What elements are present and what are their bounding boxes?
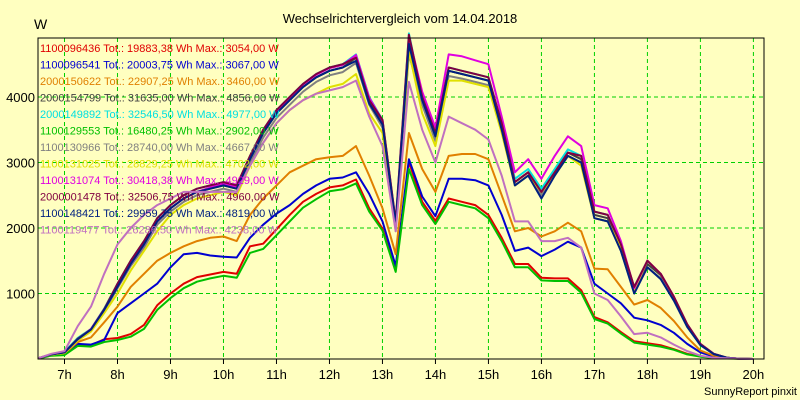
x-tick-label: 12h [319, 367, 341, 382]
x-tick-label: 7h [57, 367, 71, 382]
axis-ticks: 7h 8h 9h 10h 11h 12h 13h 14h 15h 16h 17h 18h 19h 20h 1… [6, 37, 765, 382]
legend-entry: 1100131074 Tot.: 30418,38 Wh Max.: 4929,… [40, 175, 279, 187]
legend-entry: 1100119477 Tot.: 26286,50 Wh Max.: 4238,… [40, 225, 279, 237]
x-tick-label: 8h [110, 367, 124, 382]
legend-entry: 2000150622 Tot.: 22907,25 Wh Max.: 3460,… [40, 76, 280, 88]
x-tick-label: 11h [266, 367, 287, 382]
x-tick-label: 13h [372, 367, 394, 382]
x-tick-label: 15h [478, 367, 500, 382]
x-tick-label: 16h [531, 367, 553, 382]
legend-entry: 1100130966 Tot.: 28740,00 Wh Max.: 4667,… [40, 142, 279, 154]
legend-entry: 1100131025 Tot.: 28829,25 Wh Max.: 4702,… [40, 159, 279, 171]
series-line [37, 132, 754, 360]
legend-entry: 2000154799 Tot.: 31635,00 Wh Max.: 4856,… [40, 93, 280, 105]
legend-entry: 2000149892 Tot.: 32546,50 Wh Max.: 4977,… [40, 109, 280, 121]
legend-entry: 1100096541 Tot.: 20003,75 Wh Max.: 3067,… [40, 60, 279, 72]
legend: 1100096436 Tot.: 19883,38 Wh Max.: 3054,… [40, 43, 280, 237]
x-tick-label: 10h [213, 367, 235, 382]
x-tick-label: 14h [425, 367, 447, 382]
legend-entry: 1100129553 Tot.: 16480,25 Wh Max.: 2902,… [40, 126, 279, 138]
legend-entry: 1100096436 Tot.: 19883,38 Wh Max.: 3054,… [40, 43, 279, 55]
y-axis-label: W [34, 16, 48, 32]
series-group [37, 32, 754, 360]
credit-text: SunnyReport pinxit [704, 386, 797, 398]
x-tick-label: 9h [163, 367, 177, 382]
series-line [37, 79, 754, 360]
chart-title: Wechselrichtervergleich vom 14.04.2018 [283, 11, 518, 26]
y-tick-label: 4000 [6, 90, 35, 105]
plot-border [37, 37, 765, 360]
x-tick-label: 18h [637, 367, 659, 382]
y-tick-label: 1000 [6, 286, 35, 301]
y-tick-label: 2000 [6, 221, 35, 236]
series-line [37, 168, 754, 360]
legend-entry: 2000001478 Tot.: 32506,75 Wh Max.: 4960,… [40, 192, 280, 204]
x-tick-label: 20h [743, 367, 765, 382]
x-tick-label: 17h [584, 367, 606, 382]
x-tick-label: 19h [690, 367, 712, 382]
legend-entry: 1100148421 Tot.: 29959,75 Wh Max.: 4819,… [40, 208, 279, 220]
y-tick-label: 3000 [6, 155, 35, 170]
